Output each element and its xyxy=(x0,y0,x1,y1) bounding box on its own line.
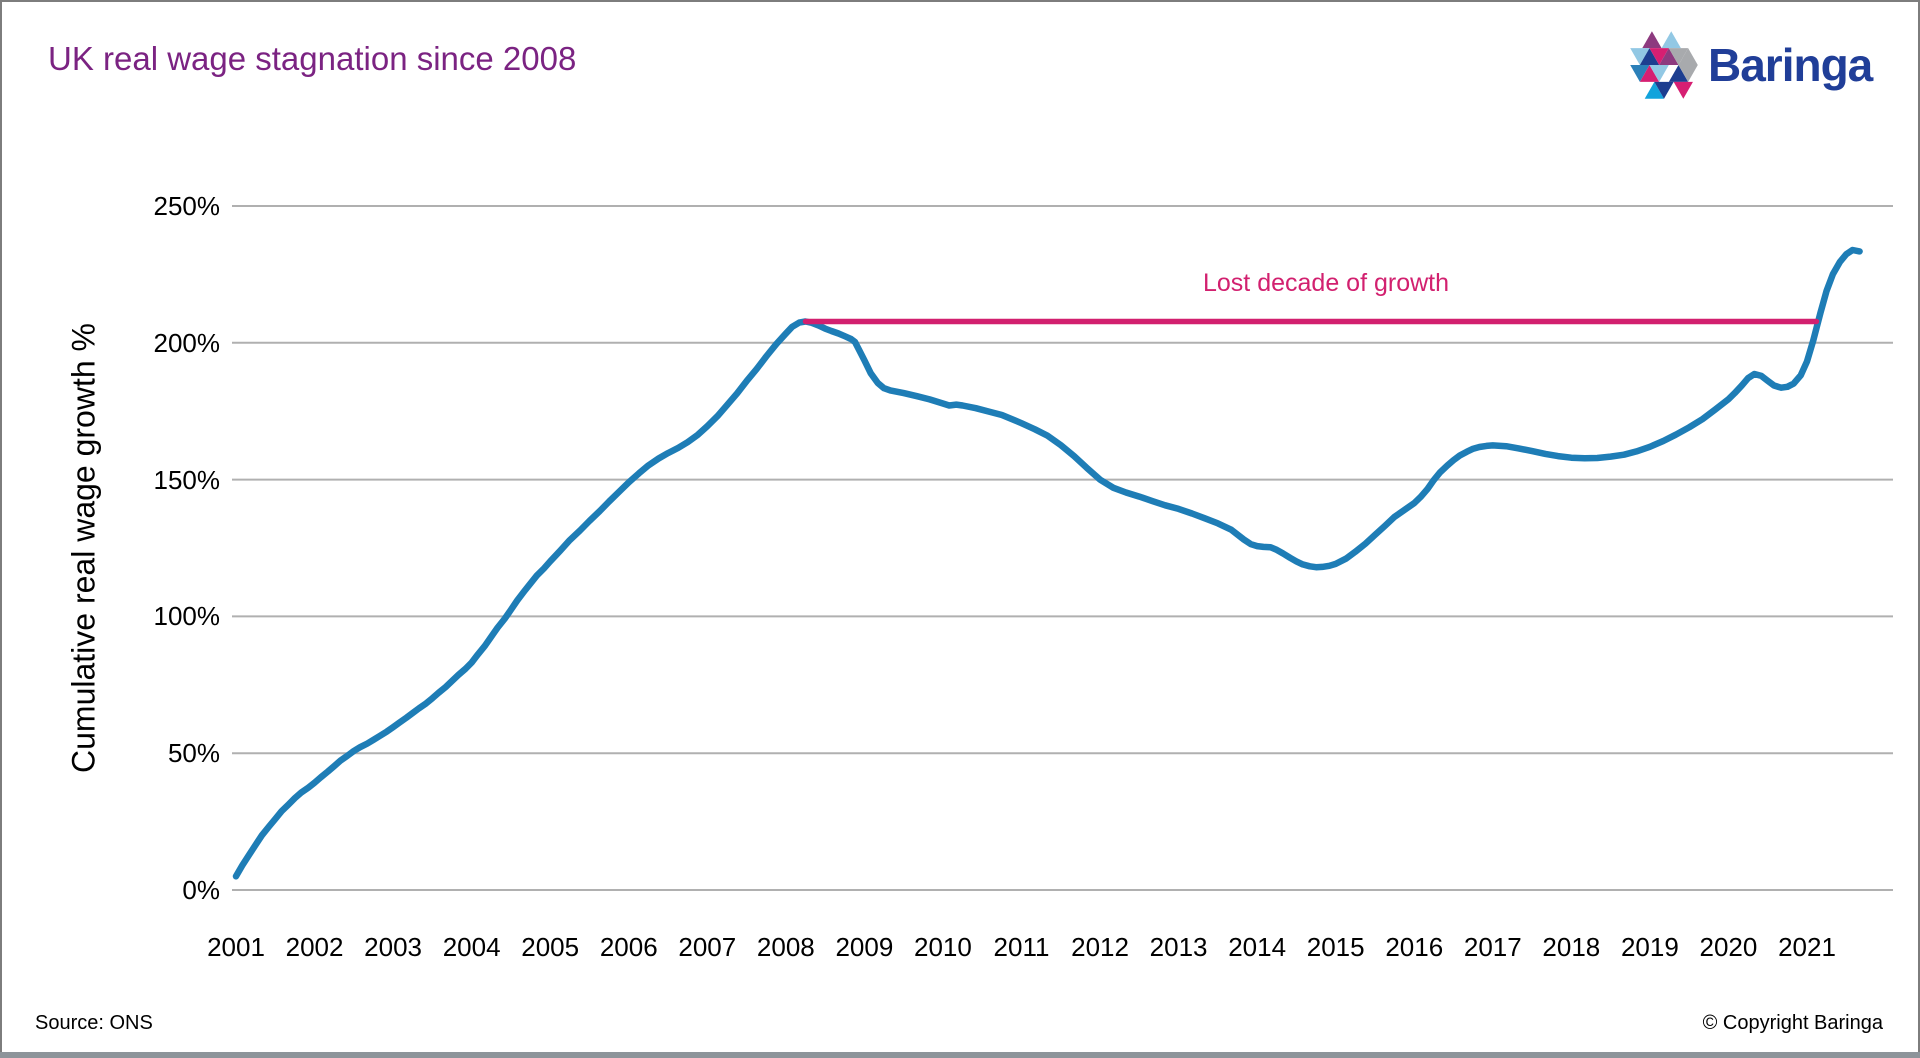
x-tick-label: 2014 xyxy=(1228,932,1287,962)
logo-triangle xyxy=(1678,48,1698,65)
logo-triangle xyxy=(1654,81,1674,99)
logo-triangle xyxy=(1678,65,1698,82)
x-tick-label: 2020 xyxy=(1699,932,1758,962)
x-tick-label: 2016 xyxy=(1385,932,1444,962)
x-tick-label: 2015 xyxy=(1306,932,1365,962)
source-note: Source: ONS xyxy=(35,1012,153,1034)
logo-triangle xyxy=(1673,81,1693,99)
x-tick-label: 2019 xyxy=(1620,932,1679,962)
copyright-note: © Copyright Baringa xyxy=(1702,1012,1883,1034)
lost-decade-label: Lost decade of growth xyxy=(1203,269,1449,297)
logo-triangle xyxy=(1668,65,1689,82)
x-tick-label: 2018 xyxy=(1542,932,1601,962)
x-tick-label: 2017 xyxy=(1463,932,1522,962)
chart-title: UK real wage stagnation since 2008 xyxy=(48,40,577,77)
x-tick-label: 2006 xyxy=(599,932,658,962)
x-tick-label: 2007 xyxy=(678,932,737,962)
x-tick-label: 2012 xyxy=(1071,932,1129,962)
x-tick-label: 2005 xyxy=(521,932,580,962)
y-tick-label: 150% xyxy=(153,464,221,495)
logo-triangle xyxy=(1642,31,1662,49)
baringa-logo: Baringa xyxy=(1630,30,1873,100)
logo-triangle xyxy=(1668,48,1689,65)
x-tick-label: 2011 xyxy=(993,932,1050,962)
y-tick-label: 200% xyxy=(153,327,221,358)
logo-triangle xyxy=(1639,65,1660,82)
x-tick-label: 2001 xyxy=(207,932,265,962)
logo-triangle xyxy=(1661,31,1681,49)
baringa-logo-text: Baringa xyxy=(1708,39,1873,91)
logo-triangle xyxy=(1659,48,1679,65)
x-tick-label: 2008 xyxy=(756,932,815,962)
x-tick-label: 2003 xyxy=(364,932,423,962)
x-tick-label: 2021 xyxy=(1778,932,1836,962)
window-bottom-edge xyxy=(0,1052,1920,1058)
x-tick-label: 2009 xyxy=(835,932,894,962)
wage-growth-line xyxy=(232,246,1863,880)
x-tick-label: 2013 xyxy=(1149,932,1208,962)
y-tick-label: 50% xyxy=(167,738,220,769)
x-tick-label: 2002 xyxy=(285,932,344,962)
logo-triangle xyxy=(1649,48,1669,65)
logo-triangle xyxy=(1630,65,1650,82)
logo-triangle xyxy=(1630,48,1650,65)
baringa-logo-mark xyxy=(1630,31,1698,99)
logo-triangle xyxy=(1639,48,1660,65)
logo-triangle xyxy=(1644,81,1664,99)
x-tick-label: 2004 xyxy=(442,932,501,962)
y-tick-label: 0% xyxy=(182,875,220,905)
x-tick-label: 2010 xyxy=(914,932,972,962)
logo-triangle xyxy=(1649,65,1669,82)
y-tick-label: 100% xyxy=(153,601,221,632)
y-tick-label: 250% xyxy=(153,191,221,221)
